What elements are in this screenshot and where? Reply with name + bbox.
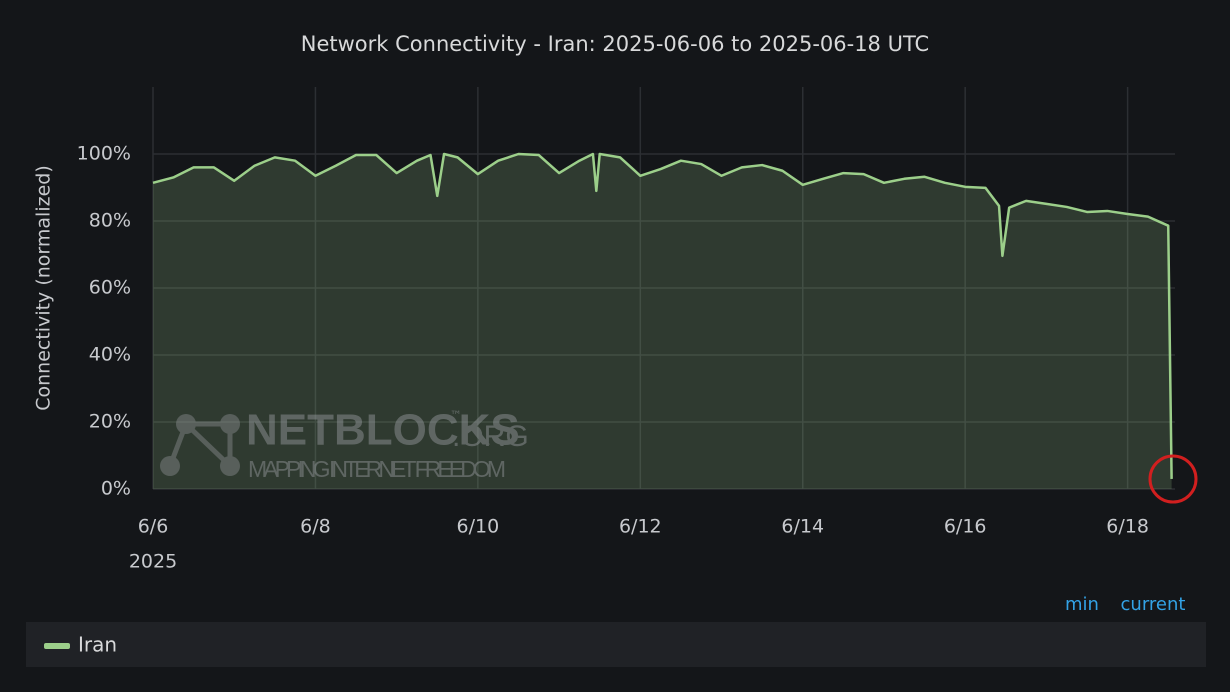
- y-tick-label: 100%: [77, 143, 131, 165]
- highlight-circle: [1148, 454, 1198, 504]
- x-tick-label: 6/18: [1106, 516, 1149, 538]
- legend-column-header: min: [1065, 594, 1099, 615]
- legend-box: [26, 622, 1206, 667]
- x-tick-label: 6/10: [457, 516, 500, 538]
- watermark: NETBLOCKS ™ .ORG MAPPING INTERNET FREEDO…: [160, 406, 529, 482]
- x-tick-label: 6/6: [138, 516, 169, 538]
- x-tick-label: 6/14: [781, 516, 824, 538]
- x-axis-year: 2025: [129, 551, 177, 573]
- y-tick-label: 40%: [89, 344, 131, 366]
- x-tick-label: 6/12: [619, 516, 662, 538]
- grid: [152, 87, 1175, 490]
- series-area: [153, 154, 1172, 489]
- legend: Iran: [44, 633, 117, 657]
- x-axis: 0% 20% 40% 60% 80% 100% 6/6 6/8 6/10 6/12 6/14 6/16…: [77, 143, 1149, 538]
- legend-label: Iran: [78, 633, 117, 657]
- y-tick-label: 60%: [89, 277, 131, 299]
- watermark-trademark: ™: [450, 409, 462, 423]
- series-line: [152, 152, 1173, 479]
- watermark-tagline: MAPPING INTERNET FREEDOM: [248, 456, 506, 482]
- chart-title: Network Connectivity - Iran: 2025-06-06 …: [301, 32, 929, 56]
- y-tick-label: 20%: [89, 411, 131, 433]
- legend-swatch: [44, 643, 70, 649]
- plot: [152, 152, 1173, 489]
- y-axis-label: Connectivity (normalized): [33, 165, 55, 411]
- x-tick-label: 6/16: [944, 516, 987, 538]
- watermark-icon: [160, 414, 240, 476]
- legend-column-header: current: [1121, 594, 1186, 615]
- watermark-suffix: .ORG: [452, 420, 529, 453]
- watermark-name: NETBLOCKS: [246, 406, 520, 455]
- y-tick-label: 80%: [89, 210, 131, 232]
- y-tick-label: 0%: [101, 478, 131, 500]
- x-tick-label: 6/8: [300, 516, 331, 538]
